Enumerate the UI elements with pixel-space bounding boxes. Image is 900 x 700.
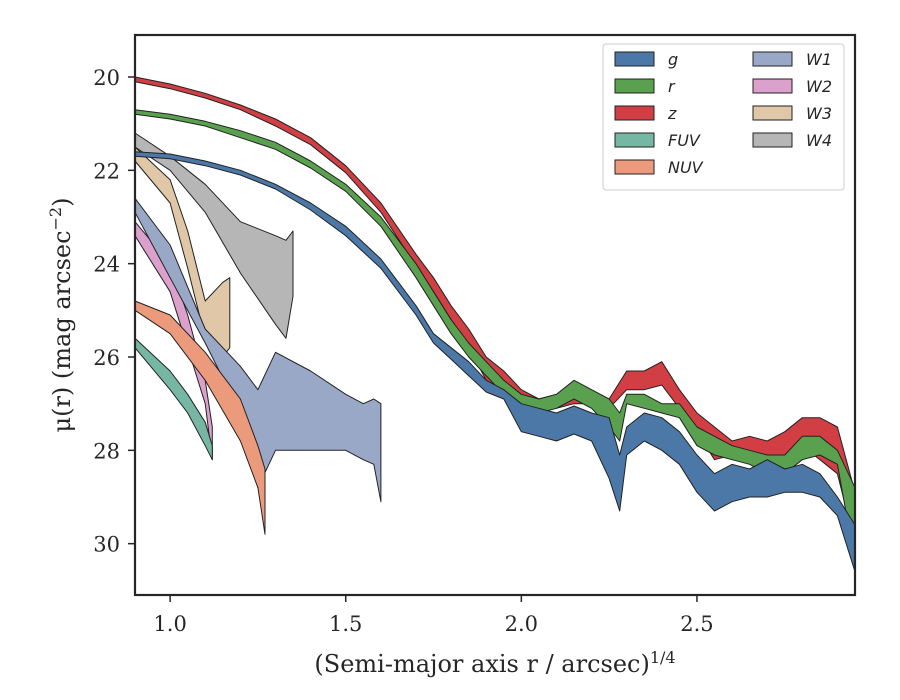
legend-swatch-r — [614, 78, 655, 94]
legend-swatch-W2 — [752, 78, 793, 94]
y-axis-label-close: ) — [48, 198, 76, 207]
legend-label-W2: W2 — [806, 77, 832, 96]
x-tick-label: 2.0 — [505, 612, 538, 636]
legend-swatch-NUV — [614, 159, 655, 175]
legend-swatch-W1 — [752, 51, 793, 67]
band-g — [134, 151, 856, 573]
legend-label-W1: W1 — [806, 50, 832, 69]
x-axis-label-text: (Semi-major axis r / arcsec) — [314, 650, 649, 678]
legend-label-FUV: FUV — [668, 131, 701, 150]
axis-ticks: 1.0 1.5 2.0 2.5 20 22 24 26 28 30 — [93, 66, 713, 636]
legend-label-r: r — [668, 77, 676, 96]
x-axis-label: (Semi-major axis r / arcsec)1/4 — [314, 648, 675, 679]
y-axis-label: μ(r) (mag arcsec−2) — [46, 198, 77, 433]
x-tick-label: 1.5 — [329, 612, 362, 636]
y-tick-label: 24 — [93, 253, 120, 277]
y-tick-label: 28 — [93, 439, 120, 463]
y-tick-label: 20 — [93, 66, 120, 90]
band-NUV — [134, 300, 266, 535]
x-tick-label: 1.0 — [153, 612, 186, 636]
x-axis-label-sup: 1/4 — [650, 648, 676, 667]
y-tick-label: 22 — [93, 159, 120, 183]
band-FUV — [134, 337, 213, 461]
y-tick-label: 30 — [93, 533, 120, 557]
legend-label-NUV: NUV — [668, 158, 704, 177]
legend-label-W4: W4 — [806, 131, 832, 150]
legend-swatch-W3 — [752, 105, 793, 121]
legend-label-g: g — [668, 50, 678, 69]
legend: grz FUV NUV W1 W2 W3 W4 — [602, 43, 845, 191]
y-axis-label-sup: −2 — [46, 207, 65, 231]
plot-frame — [133, 33, 857, 597]
y-tick-label: 26 — [93, 346, 120, 370]
legend-swatch-FUV — [614, 132, 655, 148]
legend-label-z: z — [667, 104, 677, 123]
legend-label-W3: W3 — [806, 104, 832, 123]
legend-swatch-z — [614, 105, 655, 121]
y-axis-label-text: μ(r) (mag arcsec — [48, 230, 76, 432]
legend-swatch-g — [614, 51, 655, 67]
x-tick-label: 2.5 — [680, 612, 713, 636]
legend-swatch-W4 — [752, 132, 793, 148]
band-W3 — [134, 146, 231, 358]
band-W4 — [134, 132, 294, 339]
